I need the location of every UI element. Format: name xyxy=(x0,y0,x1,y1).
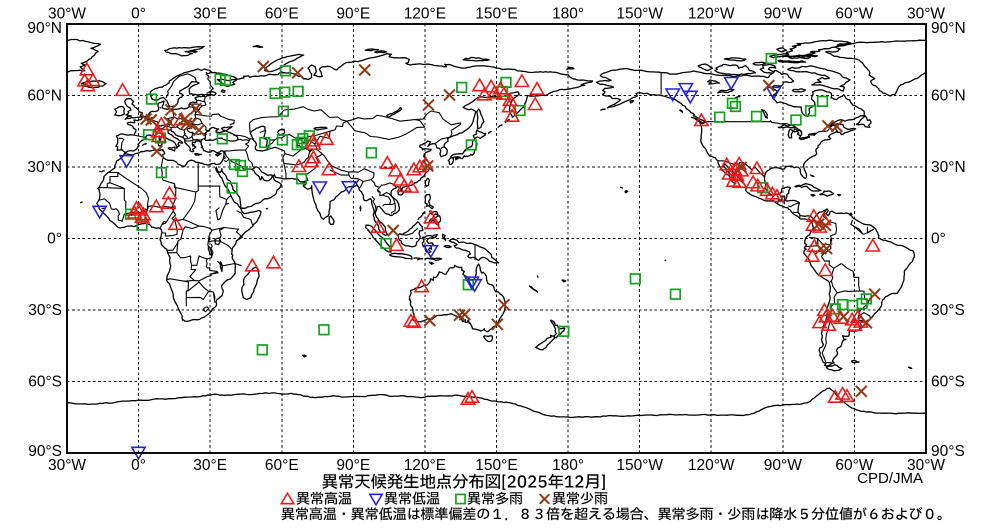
svg-text:60°E: 60°E xyxy=(265,457,299,474)
svg-text:0°: 0° xyxy=(131,6,146,23)
svg-text:150°W: 150°W xyxy=(616,457,663,474)
svg-text:30°W: 30°W xyxy=(48,457,86,474)
svg-text:90°N: 90°N xyxy=(27,20,62,37)
svg-text:60°W: 60°W xyxy=(835,457,873,474)
svg-text:150°W: 150°W xyxy=(616,6,663,23)
svg-text:150°E: 150°E xyxy=(475,457,517,474)
svg-text:60°N: 60°N xyxy=(27,88,62,105)
svg-text:120°E: 120°E xyxy=(404,457,446,474)
svg-text:30°N: 30°N xyxy=(931,159,966,176)
svg-text:30°W: 30°W xyxy=(48,6,86,23)
svg-text:90°S: 90°S xyxy=(28,443,62,460)
svg-text:150°E: 150°E xyxy=(475,6,517,23)
svg-text:30°S: 30°S xyxy=(28,302,62,319)
svg-text:120°W: 120°W xyxy=(688,457,735,474)
svg-text:120°W: 120°W xyxy=(688,6,735,23)
svg-text:60°N: 60°N xyxy=(931,88,966,105)
svg-text:30°W: 30°W xyxy=(907,6,945,23)
svg-text:120°E: 120°E xyxy=(404,6,446,23)
svg-text:90°W: 90°W xyxy=(764,6,802,23)
svg-text:90°S: 90°S xyxy=(931,443,965,460)
svg-text:30°W: 30°W xyxy=(907,457,945,474)
svg-text:90°E: 90°E xyxy=(336,6,370,23)
svg-text:60°S: 60°S xyxy=(28,374,62,391)
svg-text:0°: 0° xyxy=(47,231,62,248)
svg-text:30°S: 30°S xyxy=(931,302,965,319)
svg-text:60°W: 60°W xyxy=(835,6,873,23)
svg-text:30°E: 30°E xyxy=(193,6,227,23)
svg-text:60°E: 60°E xyxy=(265,6,299,23)
svg-text:0°: 0° xyxy=(931,231,946,248)
svg-text:CPD/JMA: CPD/JMA xyxy=(857,470,923,487)
svg-text:90°E: 90°E xyxy=(336,457,370,474)
svg-text:180°: 180° xyxy=(552,457,584,474)
svg-text:30°N: 30°N xyxy=(27,159,62,176)
svg-text:90°W: 90°W xyxy=(764,457,802,474)
svg-text:30°E: 30°E xyxy=(193,457,227,474)
svg-text:60°S: 60°S xyxy=(931,374,965,391)
svg-text:180°: 180° xyxy=(552,6,584,23)
svg-text:0°: 0° xyxy=(131,457,146,474)
svg-text:90°N: 90°N xyxy=(931,20,966,37)
